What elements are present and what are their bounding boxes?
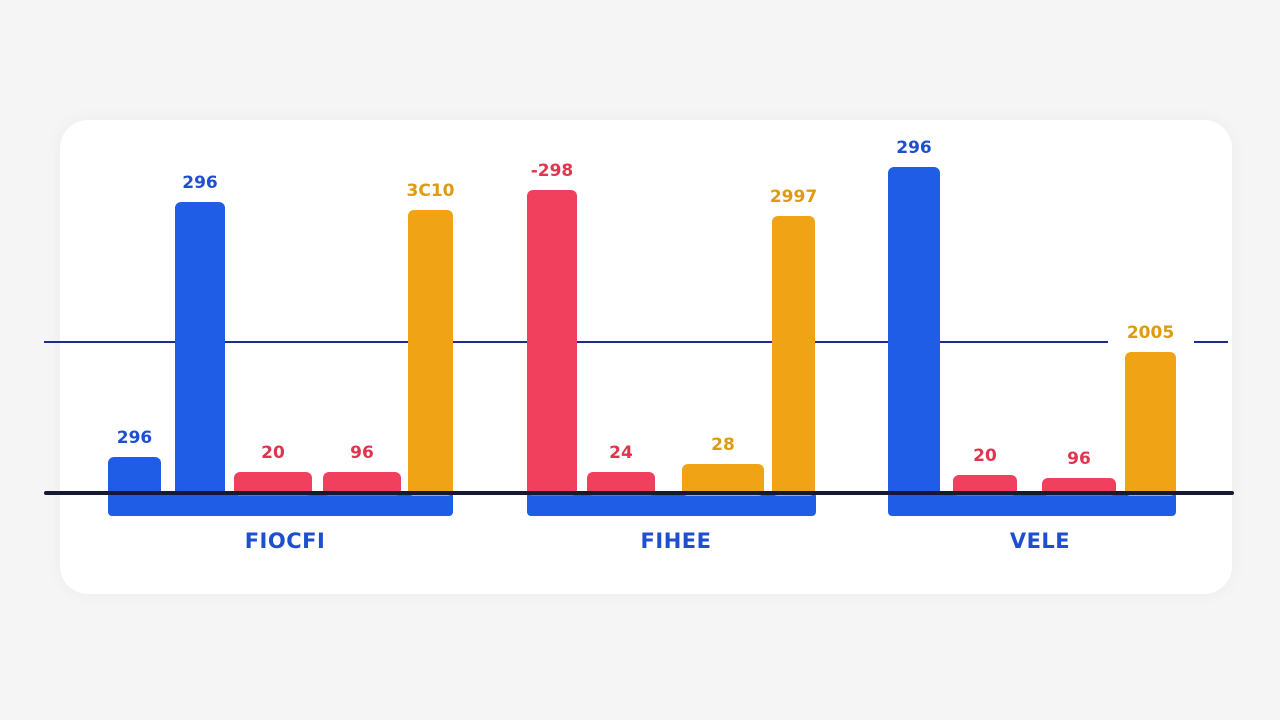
bar: [175, 202, 225, 496]
bar-value-label: 296: [182, 173, 218, 193]
bar: [108, 457, 161, 496]
bar-value-label: 28: [711, 435, 735, 455]
bar: [772, 216, 815, 496]
bar-value-label: 96: [350, 443, 374, 463]
bar-value-label: -298: [531, 161, 574, 181]
group-base-bar: [108, 492, 453, 516]
bar: [234, 472, 312, 496]
group-base-bar: [888, 492, 1176, 516]
category-label: VELE: [1010, 529, 1070, 553]
bar-value-label: 296: [117, 428, 153, 448]
bar-value-label: 20: [973, 446, 997, 466]
bar-value-label: 296: [896, 138, 932, 158]
bar: [323, 472, 401, 496]
bar: [682, 464, 764, 496]
bar-value-label: 96: [1067, 449, 1091, 469]
bar: [953, 475, 1017, 496]
bar-value-label: 2005: [1127, 323, 1174, 343]
bar: [587, 472, 655, 496]
bar: [527, 190, 577, 496]
category-label: FIOCFI: [245, 529, 326, 553]
bar-value-label: 3C10: [407, 181, 455, 201]
bar-value-label: 24: [609, 443, 633, 463]
bar-value-label: 20: [261, 443, 285, 463]
bar: [408, 210, 453, 496]
bar: [888, 167, 940, 496]
category-label: FIHEE: [641, 529, 712, 553]
bar-value-label: 2997: [770, 187, 817, 207]
group-base-bar: [527, 492, 816, 516]
bar: [1125, 352, 1176, 496]
